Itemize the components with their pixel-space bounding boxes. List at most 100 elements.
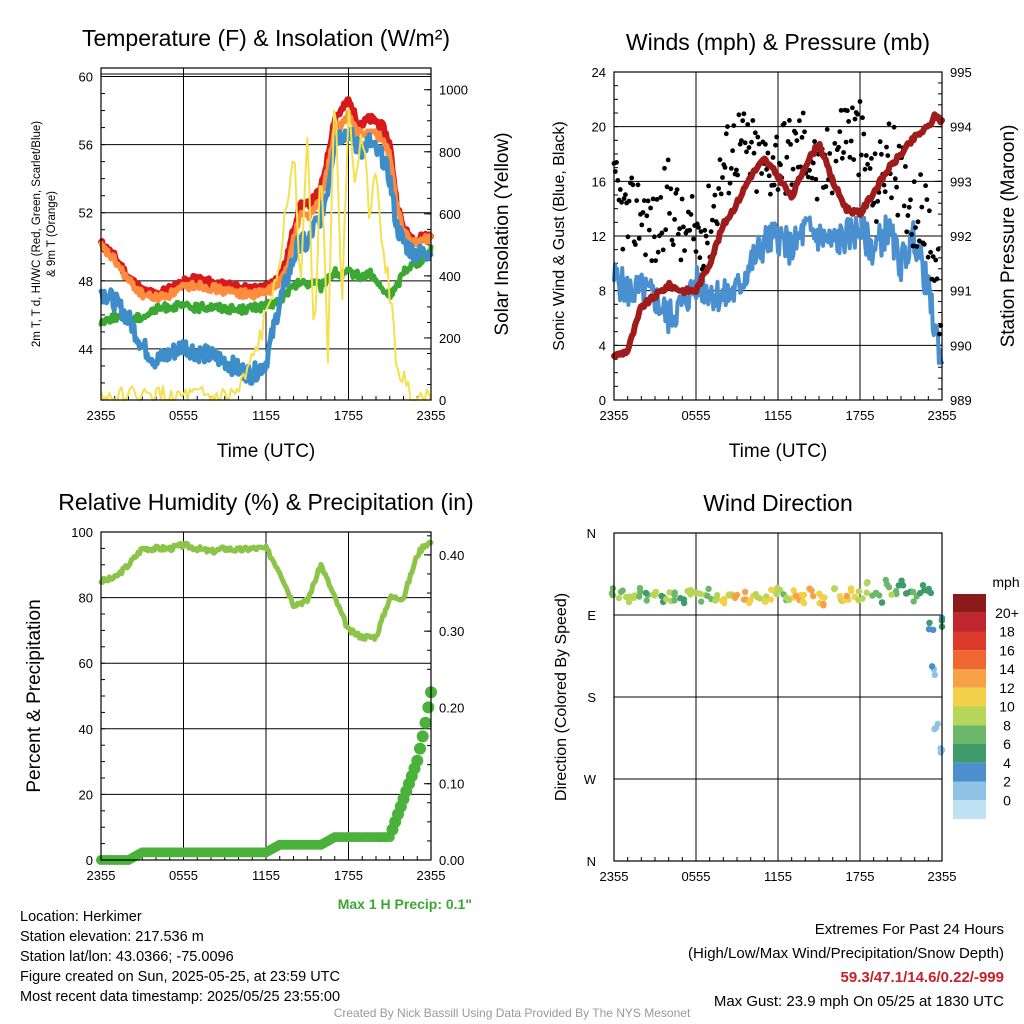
direction-point bbox=[663, 596, 670, 603]
colorbar-swatch bbox=[953, 612, 986, 632]
colorbar-label: 16 bbox=[999, 642, 1015, 658]
direction-point bbox=[625, 598, 633, 606]
extremes-title: Extremes For Past 24 Hours bbox=[814, 921, 1004, 938]
colorbar-swatch bbox=[953, 725, 986, 744]
gust-point bbox=[913, 225, 918, 231]
gust-point bbox=[923, 183, 928, 189]
gust-point bbox=[731, 123, 737, 128]
colorbar-label: 0 bbox=[1003, 792, 1011, 808]
gust-point bbox=[749, 139, 754, 145]
gust-point bbox=[862, 166, 868, 172]
wind-panel-ytick-label: 4 bbox=[599, 338, 606, 353]
gust-point bbox=[925, 254, 931, 260]
gust-point bbox=[877, 139, 883, 145]
gust-point bbox=[773, 142, 778, 148]
gust-point bbox=[660, 247, 666, 253]
direction-point bbox=[677, 595, 684, 602]
gust-point bbox=[643, 252, 648, 258]
latlon-text: Station lat/lon: 43.0366; -75.0096 bbox=[20, 949, 234, 965]
direction-point bbox=[705, 585, 712, 593]
gust-point bbox=[846, 119, 851, 124]
gust-point bbox=[702, 227, 708, 233]
rh-panel-y2tick-label: 0.30 bbox=[439, 624, 464, 639]
gust-point bbox=[730, 148, 735, 154]
gust-point bbox=[693, 249, 699, 255]
temp-ylabel-left: 2m T, T d, HI/WC (Red, Green, Scarlet/Bl… bbox=[31, 121, 43, 347]
gust-point bbox=[884, 144, 889, 150]
direction-point bbox=[937, 749, 944, 756]
gust-point bbox=[696, 225, 701, 230]
gust-point bbox=[655, 249, 661, 255]
gust-point bbox=[639, 222, 645, 228]
direction-point bbox=[741, 588, 749, 596]
gust-point bbox=[645, 198, 651, 204]
gust-point bbox=[672, 217, 677, 222]
gust-point bbox=[675, 231, 681, 237]
gust-point bbox=[662, 165, 667, 171]
gust-point bbox=[697, 255, 703, 261]
gust-point bbox=[768, 191, 773, 197]
wind-panel-y2tick-label: 993 bbox=[950, 174, 972, 189]
wind-panel-y2tick-label: 991 bbox=[950, 284, 972, 299]
gust-point bbox=[778, 162, 783, 168]
gust-point bbox=[764, 167, 769, 172]
direction-point bbox=[773, 590, 780, 598]
gust-point bbox=[712, 192, 718, 198]
gust-point bbox=[869, 156, 874, 161]
extremes-values: 59.3/47.1/14.6/0.22/-999 bbox=[840, 969, 1004, 986]
gust-point bbox=[891, 124, 897, 130]
gust-point bbox=[790, 166, 796, 172]
gust-point bbox=[885, 153, 891, 159]
temp-series-line bbox=[100, 107, 432, 401]
gust-point bbox=[924, 197, 930, 203]
gust-point bbox=[875, 198, 881, 204]
gust-point bbox=[906, 204, 912, 210]
direction-point bbox=[843, 592, 851, 600]
gust-point bbox=[809, 175, 815, 181]
gust-point bbox=[852, 116, 858, 122]
gust-point bbox=[823, 184, 829, 189]
direction-point bbox=[831, 585, 838, 592]
wind-panel-xtick-label: 1755 bbox=[846, 408, 875, 423]
extremes-subtitle: (High/Low/Max Wind/Precipitation/Snow De… bbox=[688, 945, 1004, 962]
gust-point bbox=[813, 176, 819, 182]
direction-point bbox=[666, 589, 673, 596]
gust-point bbox=[746, 145, 752, 150]
gust-point bbox=[928, 249, 933, 255]
direction-point bbox=[767, 596, 775, 603]
colorbar-swatch bbox=[953, 631, 986, 651]
gust-point bbox=[863, 153, 869, 158]
gust-point bbox=[681, 224, 686, 230]
direction-point bbox=[680, 599, 688, 607]
gust-point bbox=[918, 172, 923, 178]
rh-line bbox=[98, 539, 434, 642]
rh-panel-y2tick-label: 0.20 bbox=[439, 700, 464, 715]
dir-panel-xtick-label: 1155 bbox=[764, 869, 792, 884]
temp-panel-frame bbox=[100, 67, 432, 401]
wind-panel-ytick-label: 16 bbox=[592, 174, 606, 189]
temp-series-line bbox=[98, 109, 434, 304]
gust-point bbox=[905, 213, 911, 218]
gust-point bbox=[727, 180, 733, 186]
gust-point bbox=[850, 105, 855, 111]
wind-panel-frame bbox=[613, 71, 943, 401]
rh-panel-xtick-label: 2355 bbox=[87, 868, 116, 883]
gust-point bbox=[927, 208, 932, 214]
colorbar-swatch bbox=[953, 744, 986, 763]
dir-panel-ytick-label: E bbox=[587, 608, 596, 623]
gust-point bbox=[774, 134, 780, 140]
gust-point bbox=[646, 227, 652, 233]
gust-point bbox=[648, 205, 653, 211]
gust-point bbox=[710, 217, 715, 223]
precip-point bbox=[416, 730, 429, 743]
gust-point bbox=[807, 167, 812, 173]
temp-series-line bbox=[98, 244, 434, 327]
gust-point bbox=[845, 108, 850, 114]
gust-point bbox=[784, 154, 790, 160]
elevation-text: Station elevation: 217.536 m bbox=[20, 929, 204, 945]
gust-point bbox=[726, 190, 732, 196]
extremes-info: Extremes For Past 24 Hours (High/Low/Max… bbox=[688, 918, 1004, 1014]
gust-point bbox=[892, 176, 898, 182]
colorbar-swatch bbox=[953, 762, 986, 782]
direction-point bbox=[671, 597, 678, 604]
